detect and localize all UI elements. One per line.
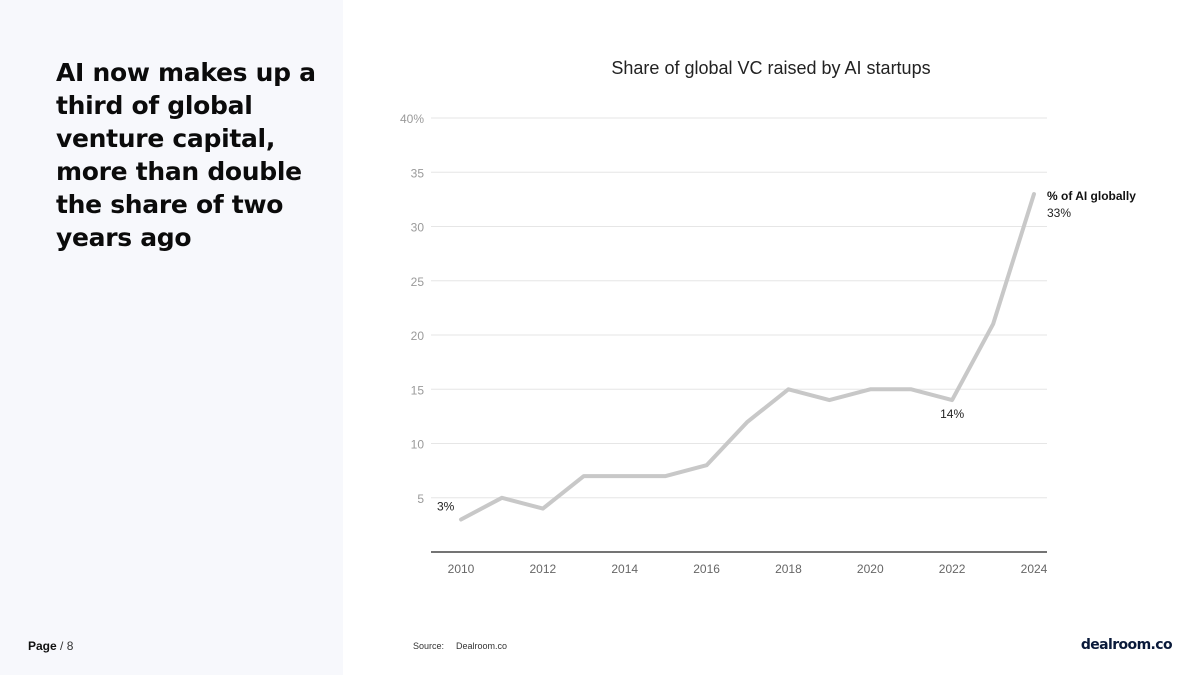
source-label: Source: [413,641,445,651]
page-label: Page [28,639,57,653]
page-indicator: Page / 8 [28,639,73,653]
left-panel [0,0,343,675]
source-value: Dealroom.co [456,641,508,651]
data-label: 14% [940,407,964,421]
y-tick-label: 5 [417,492,424,506]
page-number: / 8 [60,639,74,653]
x-tick-label: 2016 [693,562,720,576]
chart-title: Share of global VC raised by AI startups [611,58,931,78]
y-tick-label: 25 [411,275,425,289]
series-end-label: % of AI globally [1047,189,1136,203]
y-tick-label: 15 [411,383,425,397]
y-tick-label: 10 [411,438,425,452]
headline: AI now makes up a third of global ventur… [56,58,316,252]
x-tick-label: 2012 [530,562,557,576]
y-tick-label: 35 [411,166,425,180]
y-tick-label: 30 [411,221,425,235]
data-label: 3% [437,499,455,513]
y-tick-label: 20 [411,329,425,343]
x-tick-label: 2024 [1021,562,1048,576]
x-tick-label: 2010 [448,562,475,576]
series-end-value: 33% [1047,206,1071,220]
x-tick-label: 2020 [857,562,884,576]
y-tick-label: 40% [400,112,424,126]
x-tick-label: 2022 [939,562,966,576]
source-note: Source: Dealroom.co [413,641,507,651]
dealroom-logo: dealroom.co [1080,637,1173,653]
series-line [459,192,1036,522]
x-tick-label: 2014 [611,562,638,576]
x-tick-label: 2018 [775,562,802,576]
